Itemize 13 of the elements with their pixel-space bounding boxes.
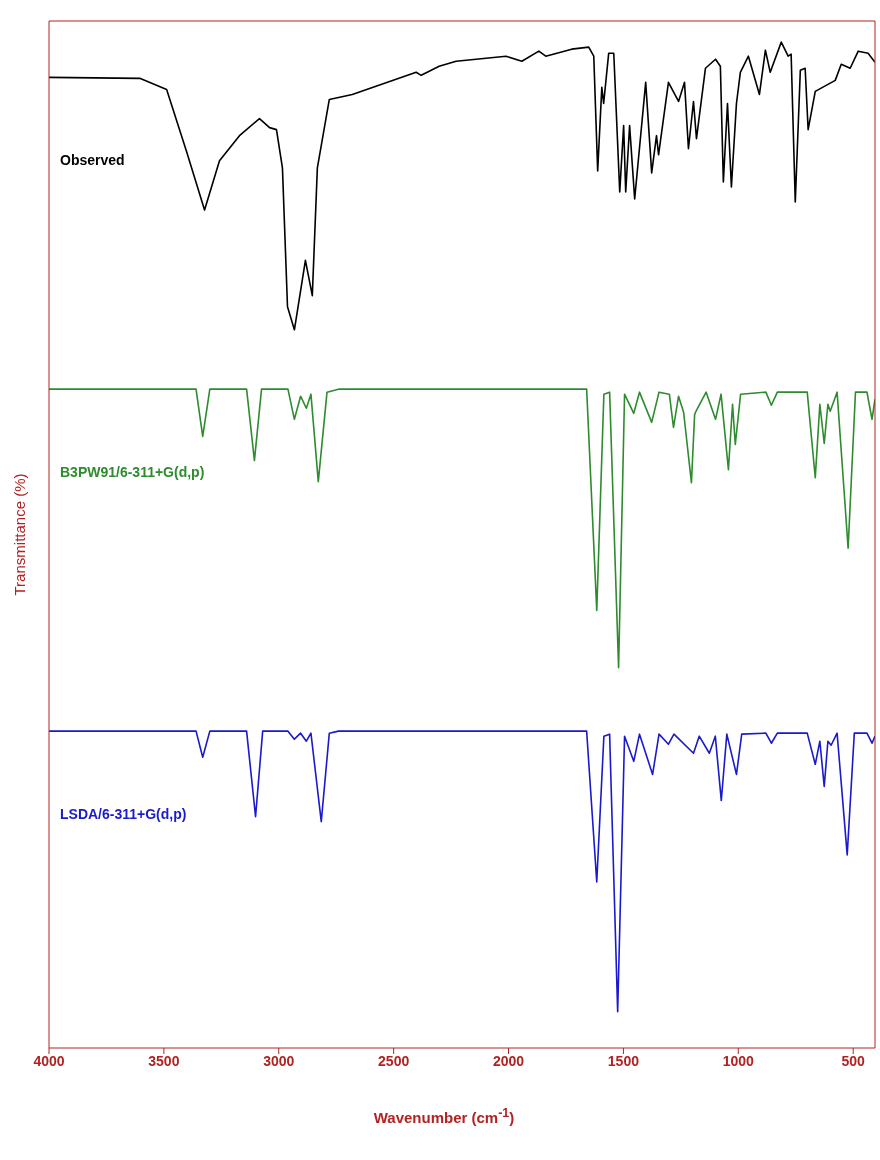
x-tick-label: 1500 [607,1052,640,1069]
y-axis-title: Transmittance (%) [11,473,29,596]
x-tick-label: 4000 [33,1052,65,1069]
series-label: B3PW91/6-311+G(d,p) [60,464,205,481]
x-tick-label: 1000 [722,1052,755,1069]
text: LSDA/6-311+G(d,p) [60,806,187,823]
x-tick-label: 500 [841,1052,866,1069]
x-tick-label: 2500 [378,1052,410,1069]
x-tick-label: 3000 [263,1052,295,1069]
x-tick-label: 2000 [492,1052,525,1069]
x-tick-label: 3500 [148,1052,180,1069]
text: Observed [60,152,125,169]
x-axis-title: Wavenumber (cm$^{-1}$) [372,1106,516,1126]
